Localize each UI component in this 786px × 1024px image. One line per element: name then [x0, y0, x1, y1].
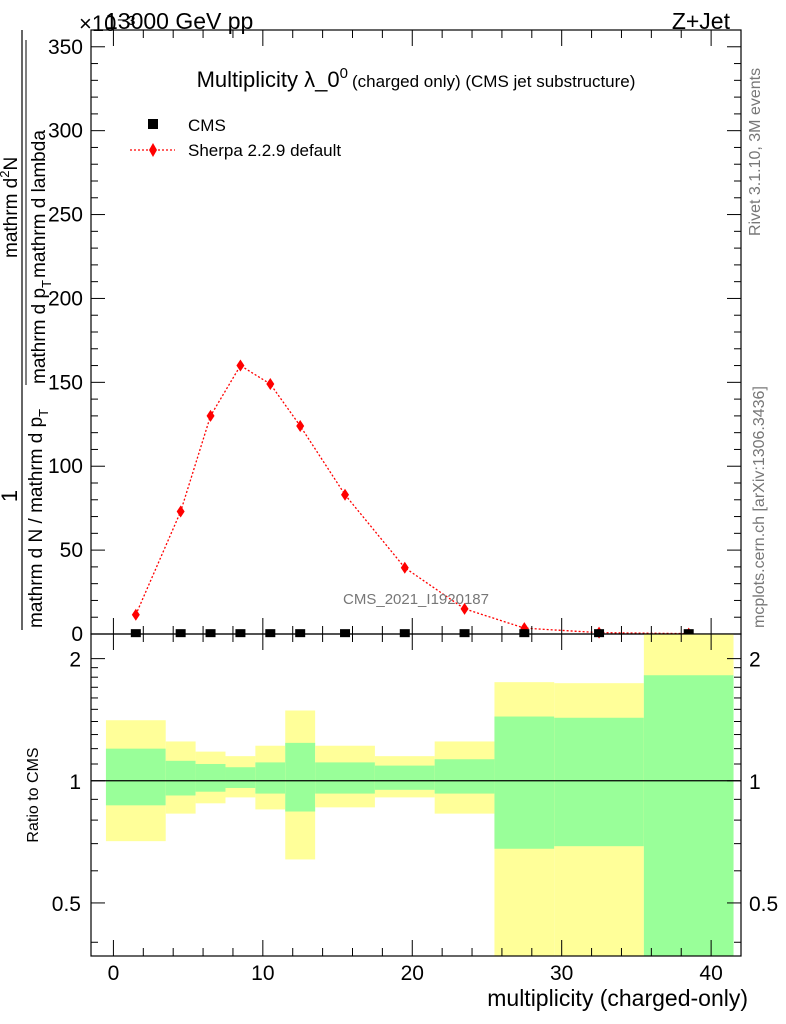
- cms-point: [205, 629, 216, 638]
- main-y-tick-label: 200: [48, 287, 83, 310]
- analysis-watermark: CMS_2021_I1920187: [343, 591, 489, 608]
- ratio-green-band: [105, 748, 166, 806]
- exponent-label: ×10⁻³: [79, 11, 135, 36]
- ratio-y-tick-label: 0.5: [52, 893, 81, 916]
- ratio-green-band: [225, 767, 256, 788]
- x-tick-label: 10: [251, 962, 274, 985]
- ratio-green-band: [165, 760, 196, 796]
- main-y-tick-label: 250: [48, 204, 83, 227]
- cms-point: [265, 629, 276, 638]
- ratio-y-axis: 0.5 0.5 1 1 2 2: [52, 649, 778, 943]
- ratio-green-band: [643, 675, 734, 956]
- cms-point: [130, 629, 141, 638]
- ratio-green-band: [285, 742, 316, 812]
- main-x-axis: [112, 30, 712, 634]
- ratio-y-tick-label: 1: [69, 771, 81, 794]
- cms-point: [459, 629, 470, 638]
- sherpa-point: [206, 409, 215, 422]
- main-data-layer: [130, 359, 694, 640]
- x-tick-label: 40: [699, 962, 722, 985]
- ratio-y-axis-label: Ratio to CMS: [25, 747, 42, 842]
- ratio-green-band: [494, 716, 555, 849]
- ratio-panel: 0.5 0.5 1 1 2 2 0 10 20 30 40 Ratio to CMS multip…: [25, 633, 778, 1011]
- main-y-tick-label: 0: [71, 623, 83, 646]
- main-y-axis-label: 1 mathrm d N / mathrm d pT mathrm d2N ma…: [0, 30, 54, 630]
- ylabel-top-denominator: mathrm d pTmathrm d lambda: [29, 130, 54, 384]
- main-y-tick-label: 300: [48, 120, 83, 143]
- cms-point: [519, 629, 530, 638]
- x-axis-label: multiplicity (charged-only): [487, 985, 748, 1011]
- sherpa-point: [176, 505, 185, 518]
- cms-point: [399, 629, 410, 638]
- main-y-tick-label: 150: [48, 371, 83, 394]
- ratio-green-band: [554, 717, 644, 847]
- mcplots-label: mcplots.cern.ch [arXiv:1306.3436]: [751, 386, 768, 628]
- main-y-tick-label: 350: [48, 36, 83, 59]
- ratio-x-axis: 0 10 20 30 40: [108, 634, 723, 985]
- x-tick-label: 20: [401, 962, 424, 985]
- ratio-y-tick-label-right: 2: [749, 649, 761, 672]
- main-y-tick-label: 100: [48, 455, 83, 478]
- sherpa-point: [236, 359, 245, 372]
- x-tick-label: 30: [550, 962, 573, 985]
- ratio-green-band: [255, 762, 286, 794]
- legend-cms-label: CMS: [188, 116, 226, 135]
- ratio-y-tick-label: 2: [69, 649, 81, 672]
- ratio-green-band: [374, 765, 435, 790]
- ratio-y-tick-label-right: 1: [749, 771, 761, 794]
- cms-point: [295, 629, 306, 638]
- sherpa-point: [296, 419, 305, 432]
- ylabel-denominator: mathrm d N / mathrm d pT: [26, 409, 51, 628]
- sherpa-point: [460, 602, 469, 615]
- ratio-green-band: [434, 759, 495, 794]
- sherpa-point: [131, 608, 140, 621]
- sherpa-point: [400, 561, 409, 574]
- legend-sherpa-label: Sherpa 2.2.9 default: [188, 141, 341, 160]
- cms-point: [683, 629, 694, 638]
- cms-point: [235, 629, 246, 638]
- ratio-frame: [90, 633, 742, 957]
- ylabel-numerator: 1: [0, 490, 22, 502]
- cms-point: [175, 629, 186, 638]
- cms-point: [340, 629, 351, 638]
- ratio-green-band: [195, 763, 226, 792]
- sherpa-point: [266, 378, 275, 391]
- sherpa-point: [341, 488, 350, 501]
- x-tick-label: 0: [108, 962, 120, 985]
- main-y-axis: 0 50 100 150 200 250 300 350: [48, 36, 741, 646]
- legend-cms-marker: [148, 119, 158, 129]
- main-panel: 0 50 100 150 200 250 300 350 Multiplicity λ_00(…: [0, 29, 742, 646]
- rivet-version-label: Rivet 3.1.10, 3M events: [747, 68, 764, 236]
- cms-point: [594, 629, 605, 638]
- ratio-green-band: [315, 762, 375, 794]
- ratio-y-tick-label-right: 0.5: [749, 893, 778, 916]
- legend: CMS Sherpa 2.2.9 default: [130, 116, 341, 160]
- main-y-tick-label: 50: [60, 539, 83, 562]
- ratio-bands-layer: [91, 634, 741, 956]
- legend-sherpa-marker: [149, 143, 157, 157]
- chart-title: Multiplicity λ_00 (charged only) (CMS jet…: [197, 65, 636, 92]
- ylabel-top-numerator: mathrm d2N: [0, 157, 22, 258]
